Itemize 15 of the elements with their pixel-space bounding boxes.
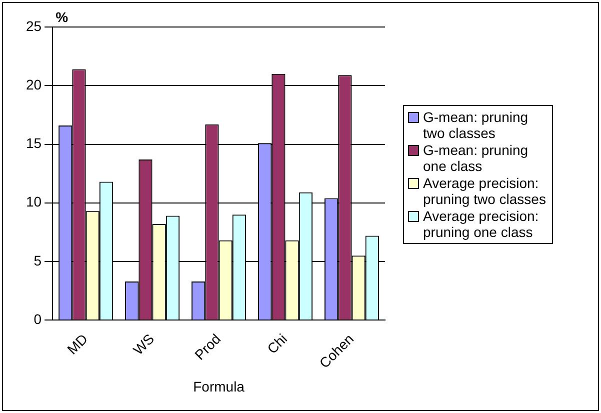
x-axis-title: Formula xyxy=(193,378,245,394)
x-tick-label: WS xyxy=(130,330,158,358)
y-tick-label: 5 xyxy=(34,252,42,268)
x-tick-label: Chi xyxy=(264,330,290,357)
legend-label: G-mean: pruning one class xyxy=(423,142,530,174)
y-tick-label: 25 xyxy=(26,18,42,34)
y-tick-label: 20 xyxy=(26,76,42,92)
y-tick-label: 0 xyxy=(34,311,42,328)
legend-label: G-mean: pruning two classes xyxy=(423,109,530,141)
y-axis-title: % xyxy=(56,8,69,25)
y-tick-label: 10 xyxy=(26,194,42,210)
x-tick-label: MD xyxy=(64,330,91,358)
legend-label: Average precision: pruning one class xyxy=(423,208,540,240)
y-tick-label: 15 xyxy=(26,135,42,152)
legend-label: Average precision: pruning two classes xyxy=(423,175,547,207)
